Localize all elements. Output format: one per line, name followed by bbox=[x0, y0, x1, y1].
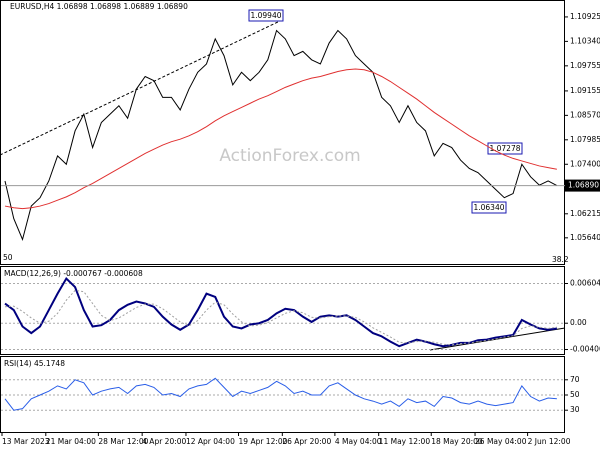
annotation-box bbox=[248, 9, 284, 22]
macd-title: MACD(12,26,9) -0.000767 -0.000608 bbox=[4, 269, 143, 278]
y-tick-label: 0.006049 bbox=[570, 278, 600, 287]
x-tick-label: 12 Apr 04:00 bbox=[186, 437, 235, 446]
series-line bbox=[4, 276, 558, 348]
y-tick-label: 1.07400 bbox=[570, 159, 600, 168]
x-tick-label: 4 Apr 20:00 bbox=[142, 437, 186, 446]
annotation-box bbox=[471, 201, 507, 214]
rsi-title: RSI(14) 45.1748 bbox=[4, 359, 65, 368]
y-tick-label: 1.05640 bbox=[570, 233, 600, 242]
y-tick-label: 1.09755 bbox=[570, 61, 600, 70]
y-tick-label: 1.06215 bbox=[570, 209, 600, 218]
y-tick-label: 70 bbox=[570, 375, 580, 384]
last-price-box bbox=[565, 179, 600, 192]
rsi-panel bbox=[0, 356, 565, 433]
y-tick-label: 0.00 bbox=[570, 318, 587, 327]
annotation-box bbox=[487, 142, 523, 155]
macd-panel bbox=[0, 266, 565, 355]
x-tick-label: 26 May 04:00 bbox=[475, 437, 527, 446]
y-tick-label: 50 bbox=[570, 390, 580, 399]
y-tick-label: -0.004005 bbox=[570, 345, 600, 354]
annotation: 50 bbox=[3, 253, 13, 262]
y-tick-label: 1.08570 bbox=[570, 110, 600, 119]
y-tick-label: 1.09155 bbox=[570, 86, 600, 95]
y-tick-label: 1.10925 bbox=[570, 12, 600, 21]
x-tick-label: 2 Jun 12:00 bbox=[528, 437, 571, 446]
series-line bbox=[4, 377, 557, 411]
x-tick-label: 18 May 20:00 bbox=[431, 437, 483, 446]
series-line bbox=[4, 29, 558, 242]
trend-line bbox=[0, 19, 283, 156]
x-tick-label: 19 Apr 12:00 bbox=[239, 437, 288, 446]
series-line bbox=[4, 289, 557, 346]
annotation: 38.2 bbox=[552, 255, 569, 264]
last-price-label: 1.06890 bbox=[568, 181, 599, 190]
annotation: 1.07278 bbox=[489, 144, 520, 153]
x-tick-label: 11 May 12:00 bbox=[379, 437, 431, 446]
y-tick-label: 1.07985 bbox=[570, 135, 600, 144]
watermark: ActionForex.com bbox=[219, 146, 360, 166]
price-panel bbox=[0, 0, 565, 265]
x-tick-label: 21 Mar 04:00 bbox=[46, 437, 96, 446]
annotation: 1.09940 bbox=[250, 11, 281, 20]
x-tick-label: 26 Apr 20:00 bbox=[282, 437, 331, 446]
y-tick-label: 30 bbox=[570, 405, 580, 414]
price-title: EURUSD,H4 1.06898 1.06898 1.06889 1.0689… bbox=[10, 2, 188, 11]
x-tick-label: 4 May 04:00 bbox=[335, 437, 382, 446]
y-tick-label: 1.10340 bbox=[570, 36, 600, 45]
series-line bbox=[4, 68, 557, 210]
x-tick-label: 13 Mar 2023 bbox=[2, 437, 50, 446]
annotation: 1.06340 bbox=[473, 203, 504, 212]
x-tick-label: 28 Mar 12:00 bbox=[98, 437, 148, 446]
